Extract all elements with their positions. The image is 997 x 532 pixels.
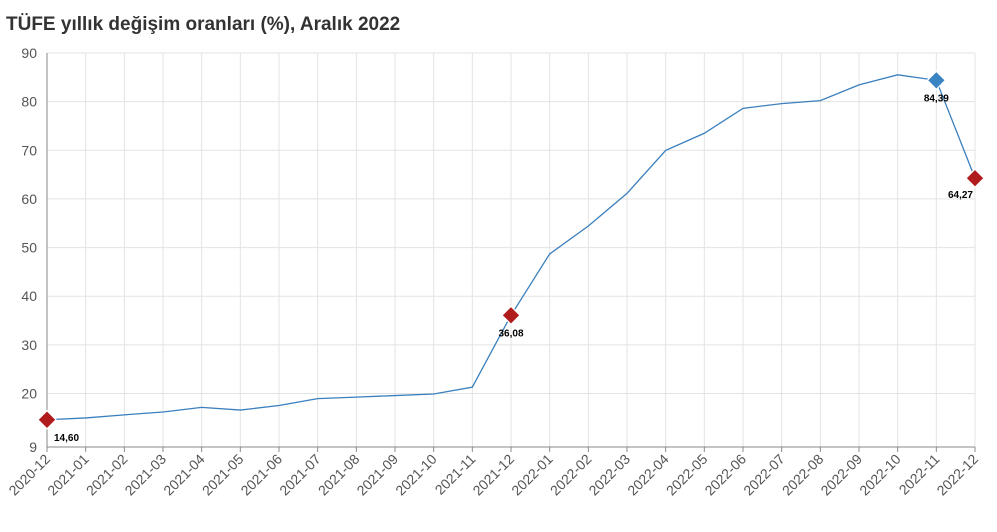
x-tick-label: 2022-06 (701, 451, 749, 499)
x-axis-tick-labels: 2020-122021-012021-022021-032021-042021-… (5, 451, 981, 499)
y-axis-tick-labels: 9 20 30 40 50 60 70 80 90 (21, 45, 37, 455)
x-tick-label: 2022-11 (896, 451, 943, 498)
x-tick-label: 2022-07 (740, 451, 788, 499)
x-tick-label: 2021-06 (237, 451, 285, 499)
highlight-markers (37, 70, 985, 430)
x-tick-label: 2022-09 (817, 451, 865, 499)
x-tick-label: 2022-10 (856, 451, 904, 499)
x-tick-label: 2021-05 (199, 451, 247, 499)
y-tick-label: 90 (21, 45, 37, 61)
y-tick-label: 80 (21, 94, 37, 110)
chart-title: TÜFE yıllık değişim oranları (%), Aralık… (6, 14, 401, 35)
x-tick-label: 2021-11 (432, 451, 479, 498)
x-tick-label: 2022-08 (779, 451, 827, 499)
data-labels: 14,60 36,08 84,39 64,27 (54, 93, 973, 443)
x-tick-label: 2022-12 (933, 451, 981, 499)
x-tick-label: 2021-04 (160, 451, 208, 499)
x-tick-label: 2022-05 (663, 451, 711, 499)
x-tick-label: 2022-03 (585, 451, 633, 499)
data-point-marker (501, 305, 521, 326)
y-tick-label: 9 (29, 439, 37, 455)
data-label: 14,60 (54, 433, 79, 444)
data-point-marker (926, 70, 947, 91)
y-tick-label: 30 (21, 337, 37, 353)
data-point-marker (965, 168, 985, 189)
x-tick-label: 2021-12 (469, 451, 517, 499)
data-point-marker (37, 409, 57, 430)
x-tick-label: 2022-02 (547, 451, 595, 499)
x-tick-label: 2022-01 (508, 451, 556, 499)
data-label: 36,08 (498, 328, 523, 339)
x-tick-label: 2021-03 (121, 451, 169, 499)
data-label: 84,39 (924, 93, 949, 104)
y-tick-label: 20 (21, 385, 37, 401)
data-label: 64,27 (948, 190, 973, 201)
x-tick-label: 2021-09 (353, 451, 401, 499)
x-tick-label: 2021-07 (276, 451, 324, 499)
x-tick-label: 2021-08 (315, 451, 363, 499)
x-tick-label: 2021-01 (44, 451, 92, 499)
x-tick-label: 2021-10 (392, 451, 440, 499)
x-tick-label: 2021-02 (83, 451, 131, 499)
y-tick-label: 70 (21, 142, 37, 158)
y-tick-label: 60 (21, 191, 37, 207)
x-tick-label: 2020-12 (5, 451, 53, 499)
x-tick-label: 2022-04 (624, 451, 672, 499)
axes (46, 53, 976, 452)
grid-lines (47, 52, 976, 447)
y-tick-label: 50 (21, 240, 37, 256)
y-tick-label: 40 (21, 288, 37, 304)
